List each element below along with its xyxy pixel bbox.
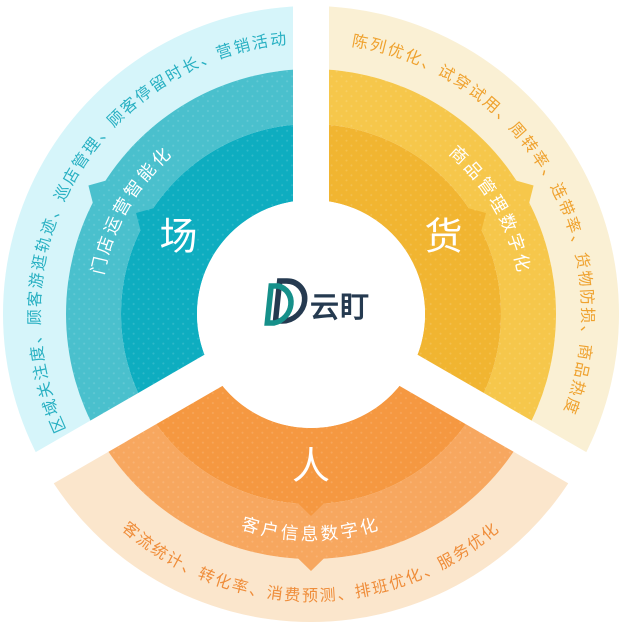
place-outer-ring <box>2 5 311 468</box>
place-big-label: 场 <box>159 217 197 259</box>
people-big-label: 人 <box>292 446 330 488</box>
people-outer-notch <box>296 556 326 571</box>
center-logo: 云盯 <box>264 278 370 326</box>
goods-outer-ring <box>311 6 620 468</box>
segment-people <box>44 371 578 623</box>
goods-dots-texture <box>311 69 557 437</box>
rings-layer <box>2 5 620 623</box>
segment-goods <box>311 6 620 468</box>
people-dots-texture <box>98 371 524 560</box>
logo-d-front <box>264 283 294 326</box>
goods-big-label: 货 <box>424 217 462 259</box>
logo-d-back <box>272 278 308 324</box>
segment-place <box>2 5 312 468</box>
place-dots-texture <box>65 69 312 437</box>
logo-d-mark <box>264 278 308 326</box>
gaps-layer <box>13 0 609 497</box>
center-hole <box>197 200 425 428</box>
brand-text: 云盯 <box>310 292 370 324</box>
people-outer-ring <box>44 436 578 623</box>
